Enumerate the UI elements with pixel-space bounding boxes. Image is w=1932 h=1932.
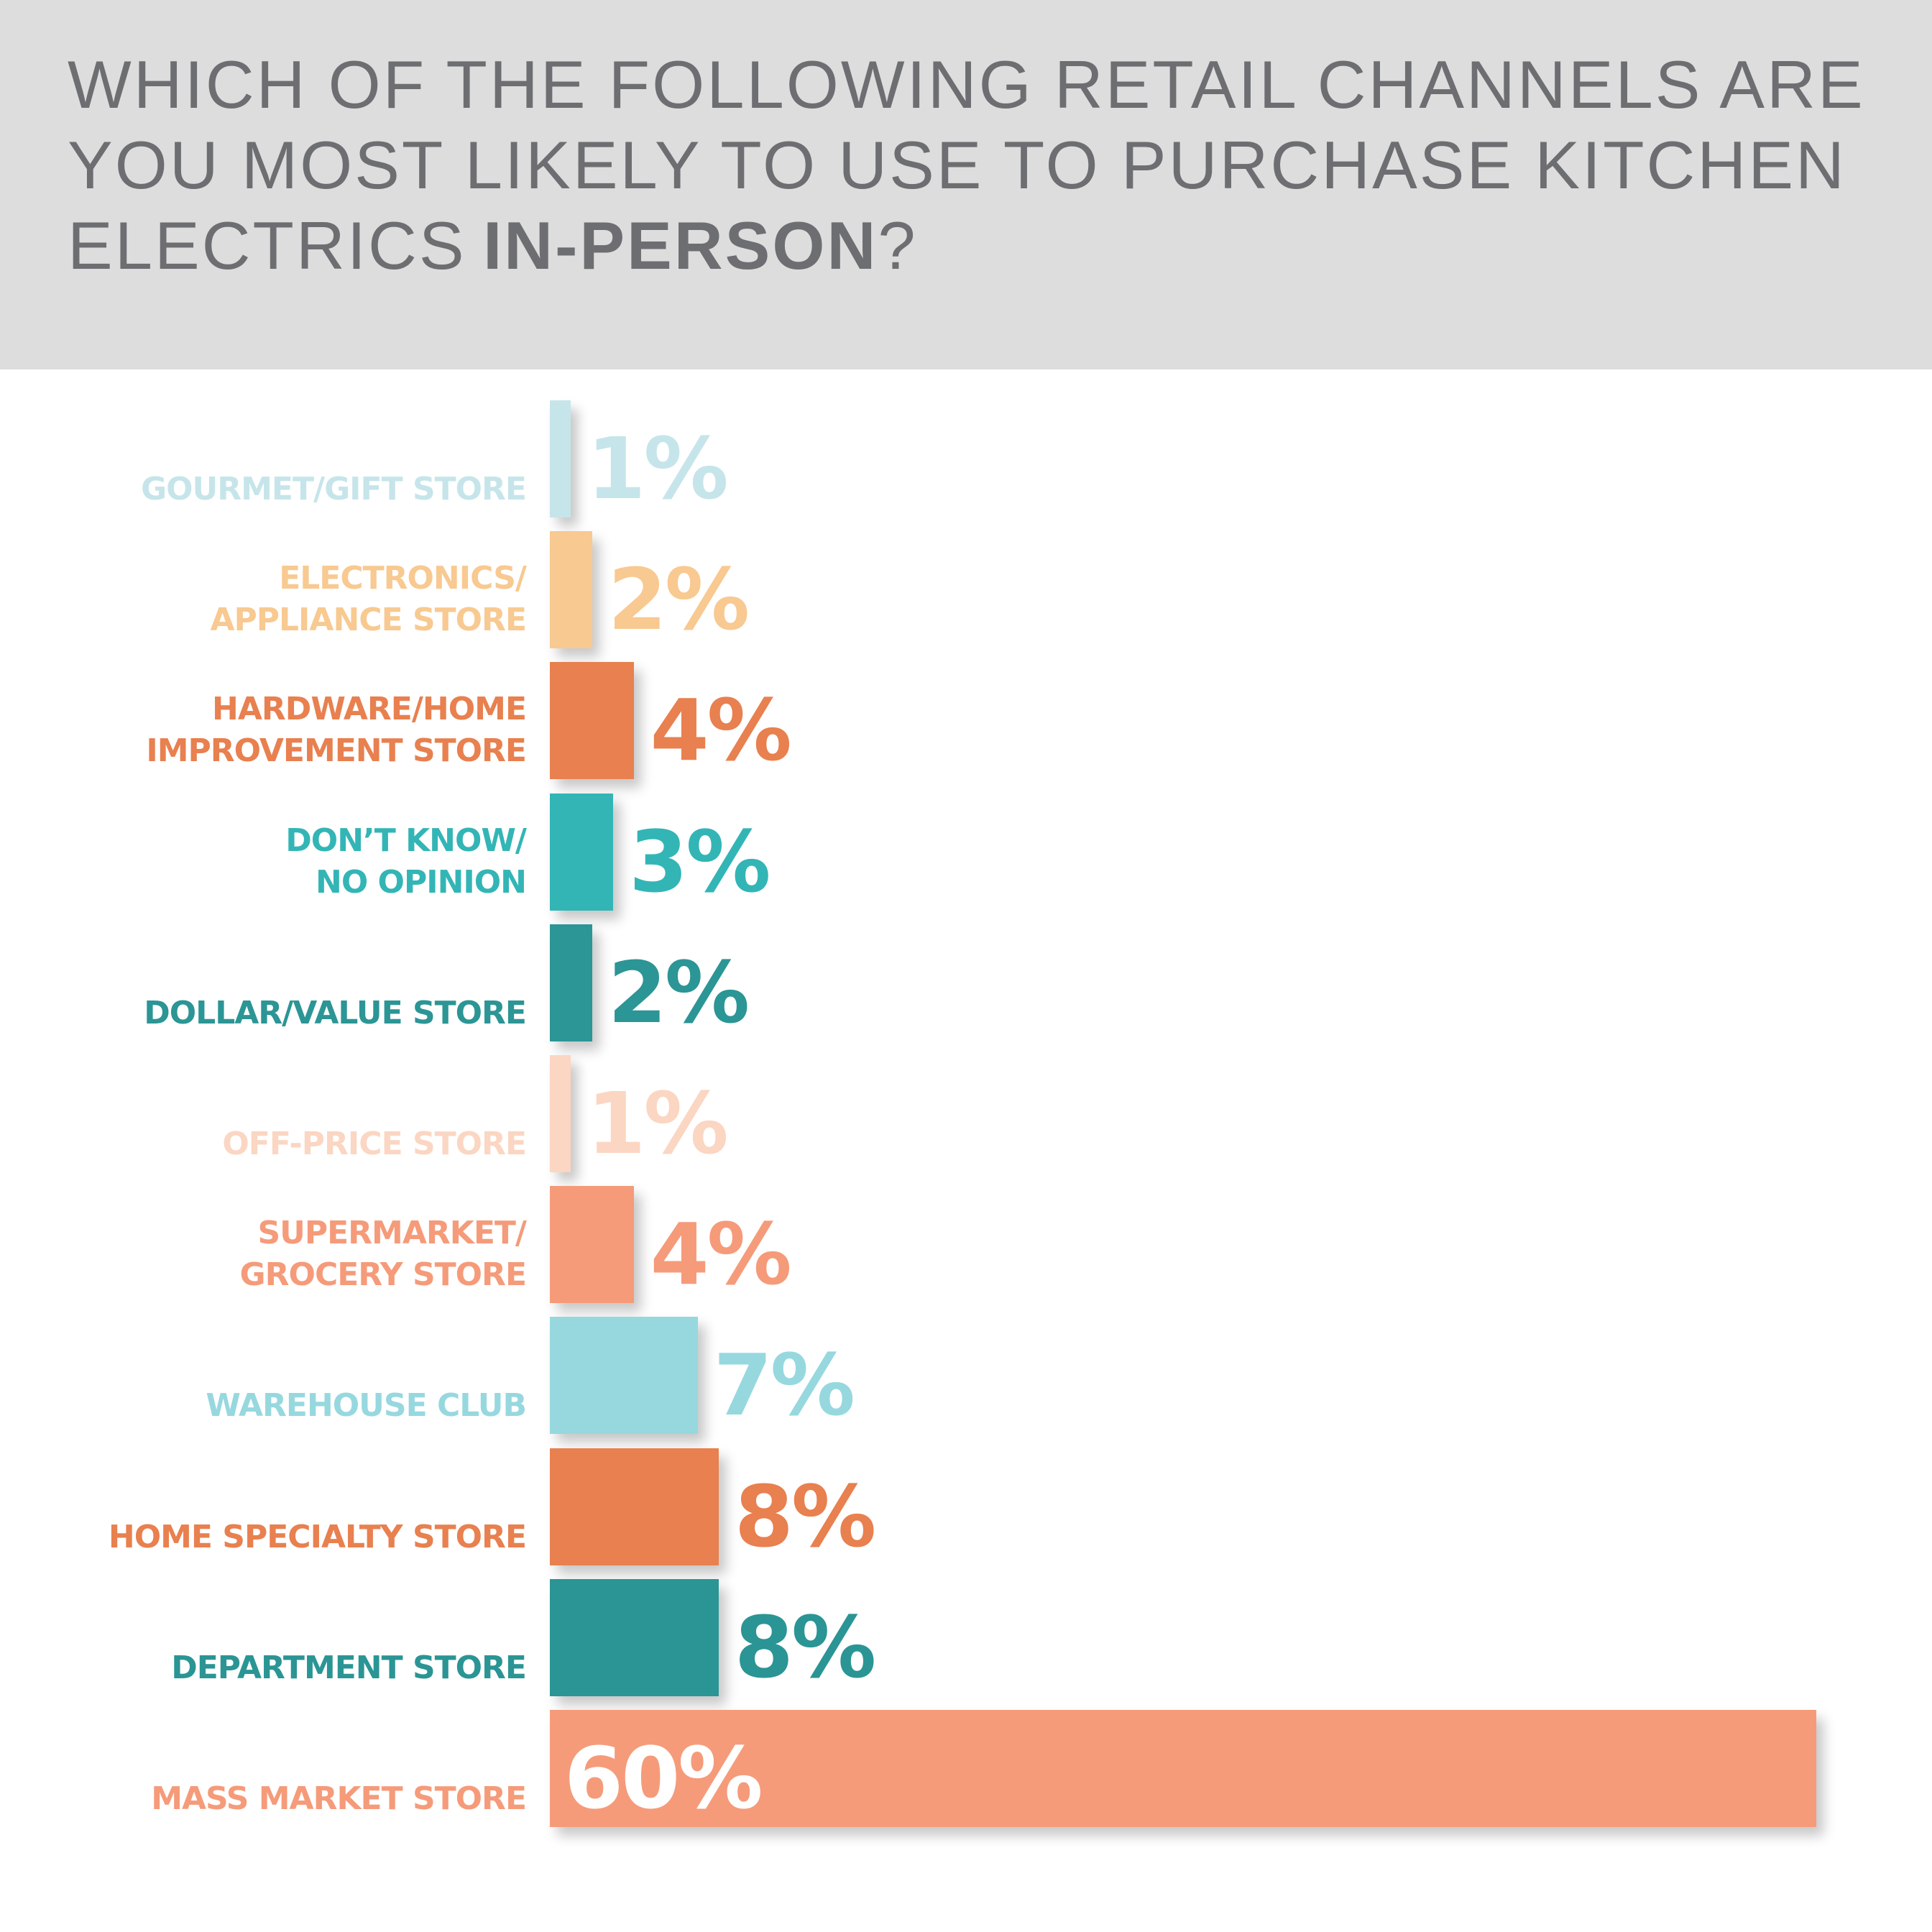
bar (550, 924, 592, 1041)
category-label: DEPARTMENT STORE (171, 1649, 527, 1686)
value-label: 4% (650, 681, 791, 781)
bar (550, 1710, 1816, 1827)
value-label: 1% (586, 1074, 728, 1173)
category-label: MASS MARKET STORE (151, 1780, 527, 1817)
title-emphasis: IN-PERSON (483, 208, 878, 283)
value-label: 8% (734, 1597, 876, 1697)
value-label: 3% (629, 811, 770, 911)
value-label: 8% (734, 1466, 876, 1566)
chart-title: WHICH OF THE FOLLOWING RETAIL CHANNELS A… (68, 45, 1893, 286)
category-label: SUPERMARKET/ GROCERY STORE (239, 1215, 527, 1294)
header: WHICH OF THE FOLLOWING RETAIL CHANNELS A… (0, 0, 1932, 369)
bar (550, 1317, 698, 1435)
category-label: DOLLAR/VALUE STORE (144, 994, 527, 1031)
category-label: ELECTRONICS/ APPLIANCE STORE (210, 560, 527, 639)
title-text: WHICH OF THE FOLLOWING RETAIL CHANNELS A… (68, 47, 1865, 283)
category-label: WAREHOUSE CLUB (206, 1387, 527, 1425)
bar (550, 1578, 719, 1696)
bar (550, 1055, 571, 1172)
bar (550, 1186, 635, 1304)
category-label: HARDWARE/HOME IMPROVEMENT STORE (146, 691, 527, 770)
value-label: 2% (607, 942, 750, 1042)
category-label: OFF-PRICE STORE (222, 1126, 527, 1162)
value-label: 60% (564, 1729, 763, 1828)
category-label: DON’T KNOW/ NO OPINION (285, 822, 527, 901)
bar (550, 400, 571, 518)
bar (550, 1448, 719, 1565)
bar (550, 662, 635, 780)
value-label: 4% (650, 1205, 791, 1305)
title-end: ? (878, 208, 918, 283)
value-label: 2% (607, 550, 750, 650)
bar (550, 793, 614, 911)
category-label: HOME SPECIALTY STORE (108, 1518, 527, 1555)
bar (550, 531, 592, 649)
category-label: GOURMET/GIFT STORE (141, 471, 527, 507)
value-label: 7% (713, 1335, 855, 1435)
value-label: 1% (586, 419, 728, 518)
